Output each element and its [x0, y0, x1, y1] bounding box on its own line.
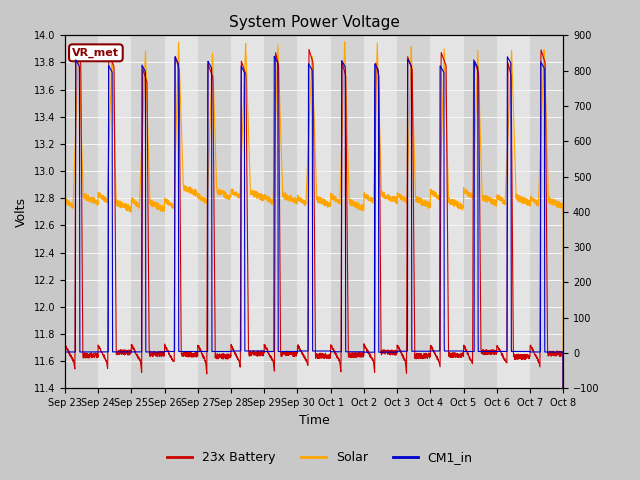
- 23x Battery: [305, 47, 313, 52]
- Title: System Power Voltage: System Power Voltage: [228, 15, 399, 30]
- Bar: [198, 36, 231, 388]
- 23x Battery: [550, 351, 557, 357]
- CM1_in: [274, 60, 282, 66]
- Bar: [298, 36, 331, 388]
- Bar: [164, 36, 198, 388]
- CM1_in: [61, 349, 68, 355]
- Bar: [264, 36, 298, 388]
- Solar: [496, 197, 504, 203]
- 23x Battery: [118, 351, 125, 357]
- X-axis label: Time: Time: [299, 414, 330, 427]
- CM1_in: [147, 349, 155, 355]
- Solar: [61, 197, 68, 203]
- 23x Battery: [147, 352, 155, 358]
- Text: VR_met: VR_met: [72, 48, 120, 58]
- Line: CM1_in: CM1_in: [65, 56, 563, 480]
- CM1_in: [550, 349, 557, 355]
- Line: Solar: Solar: [65, 42, 563, 480]
- Bar: [131, 36, 164, 388]
- CM1_in: [252, 348, 260, 354]
- Solar: [147, 204, 155, 209]
- Solar: [550, 200, 557, 205]
- Bar: [65, 36, 98, 388]
- 23x Battery: [274, 59, 282, 64]
- Bar: [331, 36, 364, 388]
- 23x Battery: [61, 341, 68, 347]
- Line: 23x Battery: 23x Battery: [65, 49, 563, 480]
- Solar: [252, 192, 260, 198]
- CM1_in: [118, 349, 125, 355]
- CM1_in: [271, 53, 278, 59]
- Bar: [530, 36, 563, 388]
- CM1_in: [496, 348, 504, 354]
- Bar: [397, 36, 430, 388]
- Legend: 23x Battery, Solar, CM1_in: 23x Battery, Solar, CM1_in: [163, 446, 477, 469]
- Solar: [118, 201, 125, 207]
- Solar: [341, 39, 349, 45]
- Bar: [430, 36, 463, 388]
- Bar: [364, 36, 397, 388]
- Bar: [463, 36, 497, 388]
- Bar: [497, 36, 530, 388]
- Bar: [231, 36, 264, 388]
- Y-axis label: Volts: Volts: [15, 197, 28, 227]
- 23x Battery: [496, 348, 504, 354]
- Bar: [98, 36, 131, 388]
- Solar: [274, 50, 282, 56]
- 23x Battery: [252, 349, 260, 355]
